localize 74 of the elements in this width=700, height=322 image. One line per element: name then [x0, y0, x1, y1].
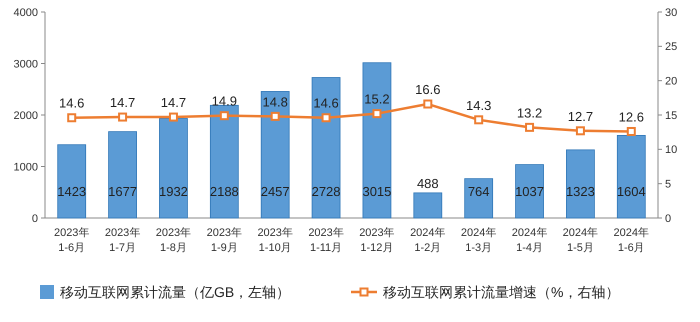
x-tick-label: 2024年 1-2月	[410, 227, 446, 254]
point	[168, 112, 178, 122]
bar	[260, 91, 290, 218]
data-label: 14.7	[110, 95, 136, 110]
bar	[464, 178, 494, 218]
y-tick-label: 2000	[14, 110, 38, 122]
point	[67, 113, 76, 122]
point	[525, 122, 534, 132]
point	[423, 100, 432, 109]
data-label: 14.3	[466, 98, 492, 113]
data-label: 1677	[108, 184, 138, 199]
data-label: 14.9	[212, 94, 237, 109]
point	[372, 109, 382, 118]
data-label: 12.7	[568, 108, 594, 124]
bar	[362, 62, 392, 218]
x-tick-label: 2023年 1-11月	[308, 227, 344, 254]
bar	[159, 118, 188, 218]
data-label: 2457	[260, 184, 290, 199]
x-tick-label: 2023年 1-12月	[359, 227, 395, 254]
data-label: 14.7	[160, 95, 186, 110]
data-label: 488	[416, 176, 439, 191]
x-tick-label: 2023年 1-7月	[104, 227, 140, 254]
point	[118, 112, 128, 122]
x-tick-label: 2024年 1-4月	[512, 227, 548, 254]
bar	[57, 144, 86, 218]
y2-tick-label: 15	[665, 110, 678, 122]
y-tick-label: 3000	[14, 58, 38, 70]
data-label: 1932	[158, 184, 188, 199]
point	[270, 112, 280, 121]
data-label: 14.6	[59, 96, 84, 111]
x-tick-label: 2023年 1-8月	[156, 227, 192, 254]
point	[474, 115, 484, 124]
y2-tick-label: 30	[665, 6, 678, 19]
y2-tick-label: 5	[665, 178, 672, 191]
bar	[413, 192, 442, 218]
y2-tick-label: 0	[665, 212, 672, 225]
point	[626, 126, 636, 136]
legend-label: 移动互联网累计流量增速（%，右轴）	[383, 284, 620, 300]
x-tick-label: 2023年 1-6月	[54, 227, 90, 254]
bar	[566, 149, 595, 218]
bar	[616, 134, 646, 218]
x-tick-label: 2024年 1-3月	[460, 227, 496, 254]
data-label: 14.8	[262, 94, 288, 110]
bar	[312, 77, 340, 218]
point	[220, 111, 229, 120]
y-tick-label: 1000	[14, 161, 38, 174]
bar	[515, 164, 544, 218]
x-tick-label: 2023年 1-9月	[206, 227, 242, 254]
data-label: 14.6	[313, 96, 339, 111]
point	[576, 126, 585, 136]
data-label: 3015	[362, 184, 392, 199]
bar	[210, 104, 239, 218]
data-label: 15.2	[364, 92, 390, 107]
y-tick-label: 4000	[14, 6, 38, 19]
data-label: 1604	[616, 184, 646, 199]
data-label: 1037	[515, 184, 544, 199]
y2-tick-label: 20	[665, 76, 678, 88]
point	[322, 113, 331, 122]
data-label: 2188	[210, 184, 239, 199]
x-tick-label: 2024年 1-5月	[562, 227, 598, 254]
x-tick-label: 2023年 1-10月	[257, 227, 293, 254]
data-label: 13.2	[516, 105, 542, 120]
data-label: 1323	[566, 184, 595, 199]
x-tick-label: 2024年 1-6月	[614, 227, 650, 254]
data-label: 2728	[312, 184, 341, 199]
y2-tick-label: 25	[665, 41, 678, 54]
y2-tick-label: 10	[665, 144, 678, 156]
data-label: 12.6	[618, 109, 644, 124]
y-tick-label: 0	[32, 212, 38, 225]
data-label: 764	[468, 184, 490, 199]
legend-label: 移动互联网累计流量（亿GB，左轴）	[60, 284, 290, 300]
bar	[108, 131, 137, 218]
data-label: 1423	[57, 184, 86, 199]
data-label: 16.6	[415, 82, 440, 98]
